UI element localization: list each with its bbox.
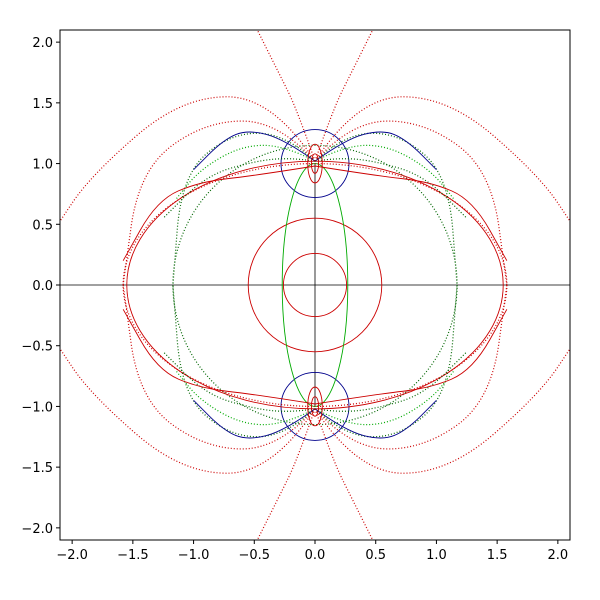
x-tick-label: 1.0 xyxy=(426,548,447,563)
field-line-6-1 xyxy=(122,165,316,261)
oval-1 xyxy=(172,144,458,426)
x-tick-label: −1.5 xyxy=(117,548,149,563)
field-line-6-2 xyxy=(314,309,508,405)
field-line-1-2 xyxy=(314,284,508,450)
y-tick-label: −1.0 xyxy=(21,400,53,415)
field-line-5-3 xyxy=(193,400,316,439)
field-line-4-2 xyxy=(314,351,468,412)
field-line-6-0 xyxy=(314,165,508,261)
focus-loop-0-0 xyxy=(310,153,320,174)
x-tick-label: 1.5 xyxy=(487,548,508,563)
field-line-3-1 xyxy=(174,144,316,201)
y-axis-ticks: −2.0 −1.5 −1.0 −0.5 0.0 0.5 1.0 1.5 2.0 xyxy=(21,36,60,537)
y-tick-label: 2.0 xyxy=(32,36,53,51)
field-line-5-0 xyxy=(314,131,437,170)
curves-layer xyxy=(60,30,570,540)
oval-2 xyxy=(122,162,508,408)
field-line-4-0 xyxy=(314,158,468,219)
field-line-5-1 xyxy=(193,131,316,170)
x-tick-label: −1.0 xyxy=(178,548,210,563)
field-line-5-2 xyxy=(314,400,437,439)
y-tick-label: −2.0 xyxy=(21,522,53,537)
field-line-7-0 xyxy=(314,30,374,162)
x-tick-label: −0.5 xyxy=(238,548,270,563)
field-line-4-1 xyxy=(162,158,316,219)
field-line-7-2 xyxy=(314,408,374,540)
field-line-3-0 xyxy=(314,144,456,201)
field-line-1-1 xyxy=(122,120,316,286)
x-tick-label: −2.0 xyxy=(56,548,88,563)
focus-loop-1-1 xyxy=(307,386,323,427)
field-line-7-1 xyxy=(256,30,316,162)
y-tick-label: 0.0 xyxy=(32,279,53,294)
field-line-7-3 xyxy=(256,408,316,540)
focus-loop-1-0 xyxy=(310,396,320,417)
field-line-3-2 xyxy=(314,369,456,426)
x-tick-label: 0.0 xyxy=(305,548,326,563)
circle-3 xyxy=(247,217,383,353)
x-tick-label: 0.5 xyxy=(365,548,386,563)
y-tick-label: 1.5 xyxy=(32,97,53,112)
y-tick-label: −1.5 xyxy=(21,461,53,476)
field-line-3-3 xyxy=(174,369,316,426)
y-tick-label: 1.0 xyxy=(32,158,53,173)
field-line-1-3 xyxy=(122,284,316,450)
x-tick-label: 2.0 xyxy=(548,548,569,563)
x-axis-ticks: −2.0 −1.5 −1.0 −0.5 0.0 0.5 1.0 1.5 2.0 xyxy=(56,540,568,563)
y-tick-label: −0.5 xyxy=(21,340,53,355)
field-line-6-3 xyxy=(122,309,316,405)
circle-2 xyxy=(282,252,348,318)
y-tick-label: 0.5 xyxy=(32,218,53,233)
focus-loop-0-1 xyxy=(307,143,323,184)
field-line-1-0 xyxy=(314,120,508,286)
field-line-4-3 xyxy=(162,351,316,412)
